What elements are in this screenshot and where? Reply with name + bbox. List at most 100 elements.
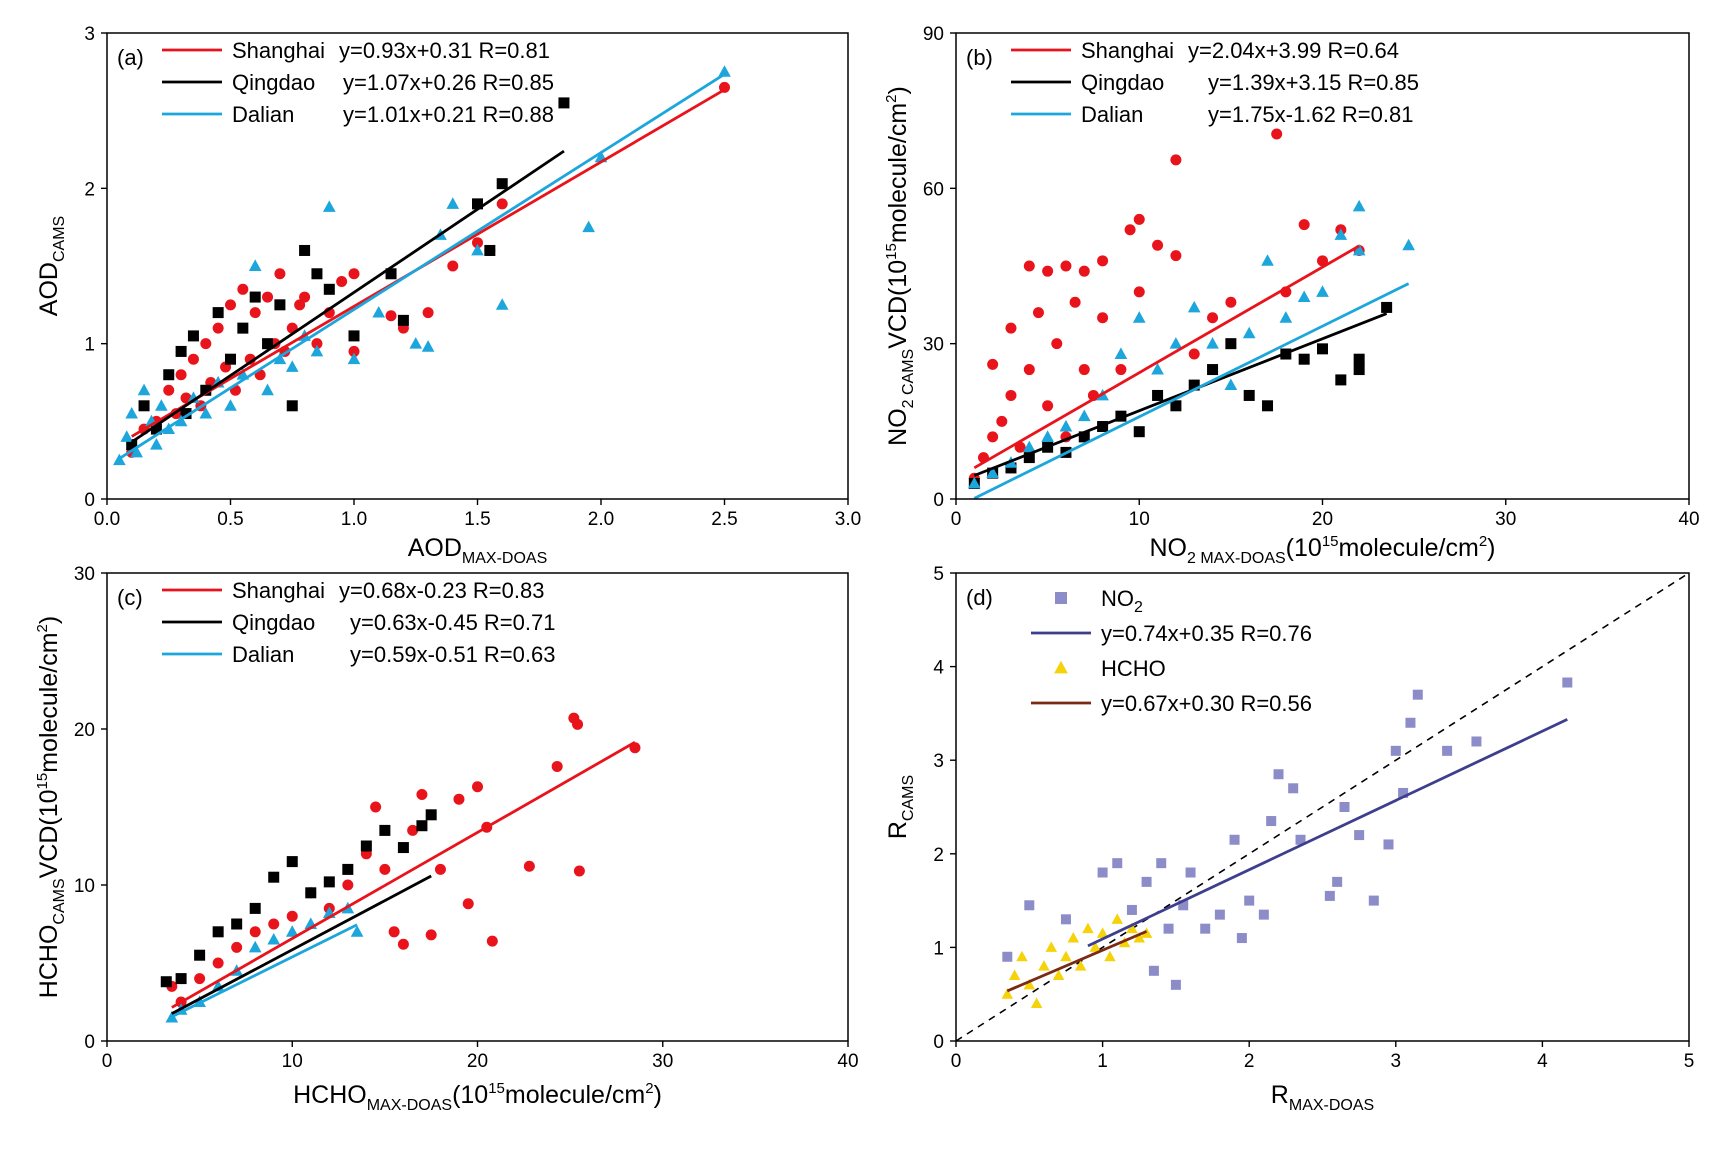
y-axis-title-rest: VCD(10 <box>884 260 912 349</box>
y-tick-label: 0 <box>84 490 95 511</box>
data-point <box>1188 379 1200 391</box>
data-point <box>150 438 163 450</box>
legend-label: y=0.67x+0.30 R=0.56 <box>1101 691 1312 716</box>
data-point <box>180 408 192 420</box>
data-point <box>285 925 299 937</box>
data-point <box>348 330 360 342</box>
data-point <box>138 400 150 412</box>
panel-label: (a) <box>117 45 144 70</box>
data-point <box>1335 374 1347 386</box>
data-point <box>1152 239 1164 251</box>
data-point <box>1471 736 1482 747</box>
data-point <box>225 353 236 365</box>
data-point <box>484 244 496 256</box>
data-point <box>462 898 474 910</box>
panel-label: (c) <box>117 585 143 610</box>
y-tick-label: 3 <box>84 24 95 45</box>
data-point <box>126 439 138 451</box>
y-axis-title: NO2 CAMSVCD(1015molecule/cm2) <box>883 86 917 446</box>
data-point <box>1244 895 1255 906</box>
data-point <box>285 360 299 372</box>
data-point <box>1206 337 1219 349</box>
data-point <box>249 307 261 319</box>
y-axis-title-rest3: ) <box>35 616 63 624</box>
y-tick-label: 4 <box>933 658 944 679</box>
legend-equation: y=1.01x+0.21 R=0.88 <box>343 102 554 127</box>
x-tick-label: 0 <box>951 509 962 530</box>
x-axis-title-sup: 15 <box>488 1080 505 1097</box>
data-point <box>1124 224 1136 236</box>
x-axis-title-sup: 15 <box>1322 533 1339 550</box>
y-tick-label: 0 <box>84 1032 95 1053</box>
data-point <box>248 940 262 953</box>
legend-label: Qingdao <box>1081 70 1164 95</box>
y-axis-title-sup2: 2 <box>34 624 51 632</box>
data-point <box>1074 960 1087 971</box>
data-point <box>348 345 360 357</box>
data-point <box>1381 301 1393 313</box>
x-tick-label: 10 <box>1129 509 1150 530</box>
y-tick-label: 30 <box>74 564 95 585</box>
data-point <box>1112 858 1123 869</box>
data-point <box>274 299 286 311</box>
data-point <box>1236 933 1247 944</box>
legend-label: Dalian <box>1081 102 1143 127</box>
data-point <box>1023 260 1035 272</box>
x-tick-label: 3.0 <box>835 509 861 530</box>
data-point <box>434 863 446 875</box>
data-point <box>1258 909 1269 920</box>
data-point <box>348 268 360 280</box>
data-point <box>212 957 224 969</box>
data-point <box>342 863 354 875</box>
data-point <box>1243 389 1255 401</box>
data-point <box>125 406 139 419</box>
data-point <box>249 291 261 303</box>
data-point <box>572 718 584 730</box>
y-axis-title-sub: CAMS <box>51 878 68 924</box>
data-point <box>194 949 206 961</box>
data-point <box>268 871 280 883</box>
y-tick-label: 30 <box>923 335 944 356</box>
data-point <box>388 926 400 938</box>
data-point <box>237 322 249 334</box>
fit-line-c-2 <box>171 923 358 1018</box>
data-point <box>1059 419 1073 432</box>
data-point <box>1002 951 1013 962</box>
y-tick-label: 2 <box>933 845 944 866</box>
legend-equation: y=2.04x+3.99 R=0.64 <box>1188 38 1399 63</box>
series-a-2 <box>113 65 731 466</box>
fit-line-a-2 <box>118 72 726 460</box>
y-axis-title-rest3: ) <box>884 86 912 94</box>
data-point <box>379 863 391 875</box>
legend-equation: y=0.63x-0.45 R=0.71 <box>350 610 555 635</box>
data-point <box>407 824 419 836</box>
x-tick-label: 1.0 <box>341 509 367 530</box>
y-axis-title-base: R <box>884 821 912 839</box>
legend-label: Dalian <box>232 102 294 127</box>
data-point <box>212 322 224 334</box>
data-point <box>1052 969 1065 980</box>
data-point <box>1412 689 1423 700</box>
data-point <box>472 198 483 210</box>
y-tick-label: 1 <box>84 335 95 356</box>
y-tick-label: 10 <box>74 876 95 897</box>
x-tick-label: 0.5 <box>217 509 243 530</box>
data-point <box>1078 364 1090 376</box>
data-point <box>199 406 213 419</box>
x-tick-label: 1 <box>1097 1051 1108 1072</box>
data-point <box>1023 364 1035 376</box>
data-point <box>1082 922 1094 934</box>
x-tick-label: 5 <box>1684 1051 1695 1072</box>
data-point <box>385 268 397 280</box>
data-point <box>1097 312 1109 324</box>
data-point <box>1170 979 1181 990</box>
data-point <box>1151 362 1164 375</box>
data-point <box>987 431 999 443</box>
data-point <box>385 310 397 322</box>
data-point <box>1114 347 1128 359</box>
data-point <box>1008 969 1021 980</box>
data-point <box>1225 338 1237 350</box>
data-point <box>200 384 212 396</box>
data-point <box>1169 337 1183 349</box>
